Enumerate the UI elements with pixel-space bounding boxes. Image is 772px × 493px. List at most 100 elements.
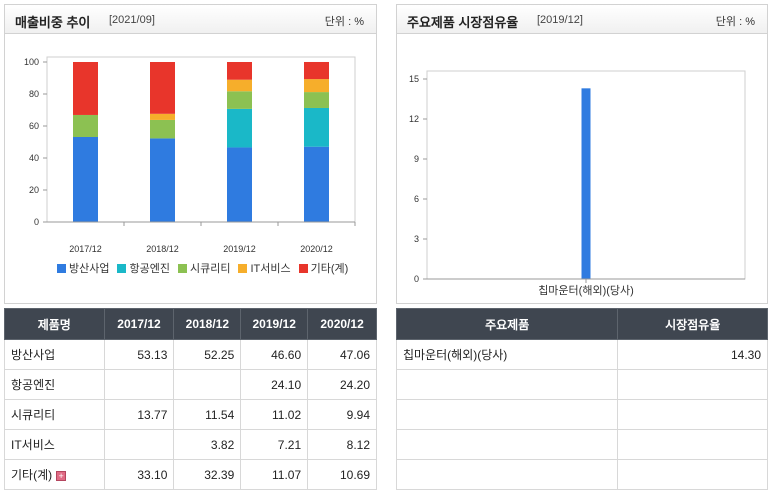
y-tick-label: 100	[24, 57, 39, 67]
table-cell	[617, 459, 768, 490]
sales-ratio-unit: 단위 : %	[324, 16, 364, 28]
table-cell: 3.82	[173, 429, 242, 460]
table-cell: 52.25	[173, 339, 242, 370]
row-label-text: 방산사업	[11, 348, 56, 362]
row-label: 항공엔진	[4, 369, 105, 400]
market-share-title: 주요제품 시장점유율	[407, 15, 519, 30]
bar-segment-항공엔진	[304, 107, 329, 147]
table-cell: 9.94	[307, 399, 377, 430]
table-row: 방산사업 53.13 52.25 46.60 47.06	[4, 339, 377, 370]
bar-segment-방산사업	[304, 146, 329, 222]
row-label-text: 항공엔진	[11, 378, 56, 392]
table-cell: 24.20	[307, 369, 377, 400]
table-cell	[617, 429, 768, 460]
row-label-text: 기타(계)	[11, 468, 53, 482]
table-cell	[103, 429, 175, 460]
table-cell: 8.12	[307, 429, 377, 460]
bar-segment-IT서비스	[304, 79, 329, 93]
bar-segment-기타(계)	[227, 62, 252, 80]
bar-segment-방산사업	[227, 147, 252, 222]
table-header: 주요제품	[395, 308, 619, 340]
bar-segment-시큐리티	[73, 114, 98, 137]
table-cell	[617, 399, 768, 430]
legend-item: 방산사업	[57, 262, 109, 277]
sales-ratio-table: 제품명 2017/12 2018/12 2019/12 2020/12 방산사업 53.1…	[4, 308, 377, 490]
market-share-panel: 주요제품 시장점유율 [2019/12] 단위 : % 0 3 6 9 12 15 칩마운터…	[395, 4, 768, 490]
table-cell: 7.21	[240, 429, 309, 460]
sales-ratio-date: [2021/09]	[109, 14, 155, 26]
bar-segment-방산사업	[73, 136, 98, 222]
table-header: 2018/12	[173, 308, 242, 340]
bar-segment-시큐리티	[227, 91, 252, 109]
table-header: 시장점유율	[617, 308, 768, 340]
bar-segment-IT서비스	[150, 113, 175, 120]
market-share-unit: 단위 : %	[715, 16, 755, 28]
row-label-text: IT서비스	[11, 438, 55, 452]
y-tick-label: 15	[409, 74, 419, 84]
market-share-chart: 0 3 6 9 12 15 칩마운터(해외)(당사)	[409, 70, 746, 297]
sales-ratio-chart: 0 20 40 60 80 100 2017/12 2018/12 2019/12 2020/12	[24, 56, 356, 254]
x-tick-label: 2018/12	[146, 244, 179, 254]
bar	[581, 88, 591, 279]
row-label: IT서비스	[4, 429, 105, 460]
legend-swatch	[238, 264, 248, 273]
legend-item: 시큐리티	[177, 262, 231, 277]
row-label	[395, 369, 619, 400]
bar-segment-시큐리티	[304, 92, 329, 108]
bar-segment-기타(계)	[150, 62, 175, 114]
table-cell: 46.60	[240, 339, 309, 370]
legend-label: 시큐리티	[189, 263, 231, 275]
sales-ratio-panel: 매출비중 추이 [2021/09] 단위 : % 0 20 40 60 80 100 201…	[4, 4, 377, 490]
y-tick-label: 80	[29, 89, 39, 99]
market-share-chart-area: 0 3 6 9 12 15 칩마운터(해외)(당사)	[396, 34, 768, 304]
table-header: 2020/12	[307, 308, 377, 340]
bar-segment-시큐리티	[150, 119, 175, 139]
sales-ratio-header: 매출비중 추이 [2021/09] 단위 : %	[4, 4, 377, 34]
y-tick-label: 12	[409, 114, 419, 124]
table-header: 제품명	[4, 308, 105, 340]
table-cell: 14.30	[617, 339, 768, 370]
row-label: 기타(계) +	[4, 459, 105, 490]
table-cell	[173, 369, 242, 400]
legend-swatch	[57, 264, 66, 273]
table-cell	[617, 369, 768, 400]
table-cell: 33.10	[103, 459, 175, 490]
y-tick-label: 20	[29, 185, 39, 195]
row-label: 시큐리티	[4, 399, 105, 430]
legend-label: IT서비스	[250, 263, 291, 275]
bar-segment-기타(계)	[73, 62, 98, 115]
market-share-table: 주요제품 시장점유율 칩마운터(해외)(당사) 14.30	[395, 308, 768, 490]
legend-swatch	[177, 264, 187, 273]
table-cell: 32.39	[173, 459, 242, 490]
row-label	[395, 399, 619, 430]
bar-segment-기타(계)	[304, 61, 329, 80]
row-label	[395, 429, 619, 460]
table-cell: 10.69	[307, 459, 377, 490]
expand-plus-icon[interactable]: +	[56, 471, 67, 481]
table-header: 2017/12	[103, 308, 175, 340]
y-tick-label: 3	[414, 234, 419, 244]
table-row	[395, 369, 768, 400]
legend-item: 항공엔진	[117, 262, 170, 277]
legend-label: 방산사업	[69, 263, 110, 275]
table-cell: 11.02	[240, 399, 309, 430]
legend-item: 기타(계)	[298, 262, 348, 277]
market-share-date: [2019/12]	[537, 14, 583, 26]
y-tick-label: 0	[414, 274, 419, 284]
row-label: 방산사업	[4, 339, 105, 370]
table-row	[395, 399, 768, 430]
table-row: 시큐리티 13.77 11.54 11.02 9.94	[4, 399, 377, 430]
table-cell: 11.07	[240, 459, 309, 490]
y-tick-label: 0	[34, 217, 39, 227]
legend-label: 항공엔진	[129, 263, 170, 275]
x-tick-label: 2017/12	[69, 244, 102, 254]
x-tick-label: 칩마운터(해외)(당사)	[538, 283, 634, 297]
sales-ratio-legend: 방산사업 항공엔진 시큐리티 IT서비스 기타(계)	[57, 262, 357, 277]
table-row	[395, 429, 768, 460]
table-header: 2019/12	[240, 308, 309, 340]
bar-segment-항공엔진	[227, 108, 252, 148]
table-row: IT서비스 3.82 7.21 8.12	[4, 429, 377, 460]
table-row: 칩마운터(해외)(당사) 14.30	[395, 339, 768, 370]
row-label	[395, 459, 619, 490]
table-cell: 47.06	[307, 339, 377, 370]
